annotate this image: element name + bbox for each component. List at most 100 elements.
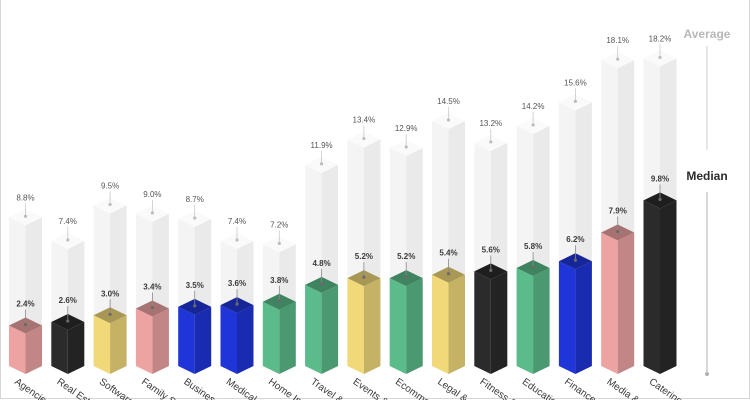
median-bar-4-right-face [194,306,212,374]
average-point-10 [446,118,451,122]
median-label-15: 9.8% [651,174,669,183]
average-label-9: 12.9% [395,124,418,133]
median-point-7 [320,282,324,286]
average-point-15 [658,55,662,60]
average-point-11 [489,140,493,144]
legend-average-label: Average [684,27,731,41]
median-label-9: 5.2% [397,252,415,261]
category-label-9: Ecomme [393,376,432,400]
median-point-2 [108,312,112,316]
bars-group: 8.8% 2.4% Agencies 7.4% 2.6% Real Esta 9.5% 3.0… [9,34,692,400]
median-bar-15-left-face [643,200,660,374]
median-point-4 [193,304,197,308]
average-point-5 [235,238,239,242]
median-bar-3-right-face [152,308,169,374]
legend-median-dot [705,372,709,376]
median-bar-8-right-face [363,278,381,374]
average-label-10: 14.5% [437,97,460,106]
median-label-2: 3.0% [101,289,119,298]
average-point-3 [150,211,154,215]
category-label-11: Fitness & [478,376,519,400]
average-point-0 [23,214,28,218]
median-bar-10-left-face [432,274,449,374]
median-bar-0-left-face [9,325,26,374]
average-point-6 [277,241,281,245]
average-point-13 [573,99,578,103]
category-label-8: Events & I [351,376,395,400]
median-bar-4-left-face [178,306,195,374]
median-label-8: 5.2% [355,252,373,261]
median-point-10 [446,272,451,276]
median-label-13: 6.2% [566,235,584,244]
median-bar-11-left-face [474,271,491,374]
median-label-10: 5.4% [439,249,457,258]
average-point-8 [362,136,366,141]
median-bar-13-right-face [575,261,592,374]
median-bar-12-left-face [516,267,534,374]
median-bar-2-left-face [93,315,111,374]
average-point-4 [193,216,197,220]
average-point-1 [66,238,70,242]
median-point-12 [531,265,535,269]
median-bar-15-right-face [660,200,677,374]
average-label-0: 8.8% [16,193,34,202]
average-label-12: 14.2% [522,102,545,111]
average-label-7: 11.9% [311,141,333,150]
median-point-3 [150,305,154,310]
median-bar-1-left-face [51,322,68,374]
category-label-14: Media & E [604,376,648,400]
median-point-6 [277,299,281,303]
average-label-11: 13.2% [479,119,502,128]
median-point-11 [489,268,493,272]
average-point-9 [404,145,408,149]
legend: Average Median [684,27,731,376]
median-point-1 [66,319,70,323]
median-bar-6-right-face [279,301,296,374]
median-point-15 [658,197,662,201]
average-point-14 [616,57,620,61]
category-label-13: Finance & [562,376,605,400]
median-bar-0-right-face [25,325,42,374]
median-point-14 [616,229,620,234]
category-label-5: Medical S [224,376,267,400]
median-bar-14-right-face [617,232,635,374]
median-bar-13-left-face [558,261,576,374]
category-label-6: Home Im [266,376,306,400]
median-label-11: 5.6% [482,245,500,254]
median-bar-11-right-face [490,271,508,374]
median-label-6: 3.8% [270,276,288,285]
median-label-3: 3.4% [143,283,161,292]
median-bar-10-right-face [448,274,465,374]
category-label-2: Software [97,376,136,400]
average-point-7 [320,162,324,166]
average-label-1: 7.4% [59,217,77,226]
median-bar-1-right-face [67,322,85,374]
average-label-4: 8.7% [186,195,204,204]
average-label-2: 9.5% [101,181,119,190]
category-label-0: Agencies [12,376,52,400]
average-label-5: 7.4% [228,217,246,226]
median-point-8 [362,275,366,279]
average-point-2 [108,202,112,207]
average-label-14: 18.1% [606,36,629,45]
median-point-5 [235,302,239,306]
average-label-8: 13.4% [353,116,376,125]
average-point-12 [531,123,535,127]
category-label-7: Travel & [308,376,345,400]
median-bar-7-right-face [321,284,339,374]
median-point-0 [23,322,28,327]
median-bar-9-left-face [389,278,407,374]
category-label-3: Family S [139,376,177,400]
category-label-15: Catering S [647,376,692,400]
median-label-1: 2.6% [59,296,77,305]
median-bar-9-right-face [406,278,423,374]
median-point-13 [573,258,578,262]
category-label-10: Legal & [435,376,469,400]
median-label-7: 4.8% [312,259,330,268]
median-bar-12-right-face [533,267,550,374]
average-label-15: 18.2% [649,34,672,43]
median-label-5: 3.6% [228,279,246,288]
median-bar-8-left-face [347,278,364,374]
